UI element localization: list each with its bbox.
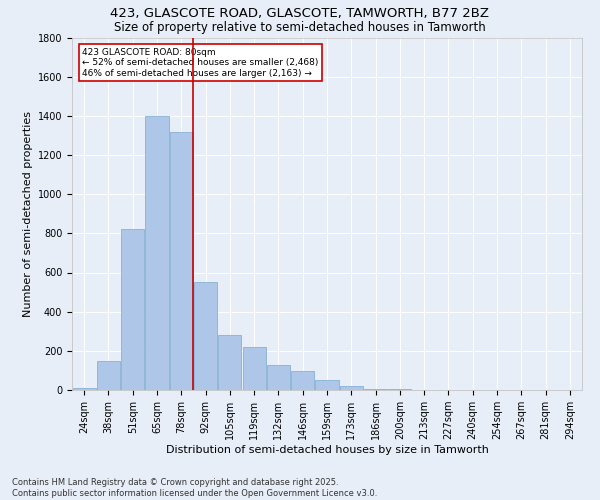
- Bar: [73, 388, 95, 390]
- Bar: [364, 389, 387, 390]
- Bar: [242, 347, 266, 390]
- Bar: [145, 116, 169, 390]
- Bar: [218, 335, 241, 390]
- Text: Size of property relative to semi-detached houses in Tamworth: Size of property relative to semi-detach…: [114, 21, 486, 34]
- Bar: [316, 380, 338, 390]
- Text: 423 GLASCOTE ROAD: 80sqm
← 52% of semi-detached houses are smaller (2,468)
46% o: 423 GLASCOTE ROAD: 80sqm ← 52% of semi-d…: [82, 48, 319, 78]
- Y-axis label: Number of semi-detached properties: Number of semi-detached properties: [23, 111, 34, 317]
- Bar: [170, 132, 193, 390]
- Text: Contains HM Land Registry data © Crown copyright and database right 2025.
Contai: Contains HM Land Registry data © Crown c…: [12, 478, 377, 498]
- Bar: [194, 282, 217, 390]
- Bar: [340, 386, 363, 390]
- Bar: [291, 372, 314, 390]
- Bar: [388, 389, 412, 390]
- Bar: [121, 230, 144, 390]
- X-axis label: Distribution of semi-detached houses by size in Tamworth: Distribution of semi-detached houses by …: [166, 445, 488, 455]
- Text: 423, GLASCOTE ROAD, GLASCOTE, TAMWORTH, B77 2BZ: 423, GLASCOTE ROAD, GLASCOTE, TAMWORTH, …: [110, 8, 490, 20]
- Bar: [97, 360, 120, 390]
- Bar: [267, 364, 290, 390]
